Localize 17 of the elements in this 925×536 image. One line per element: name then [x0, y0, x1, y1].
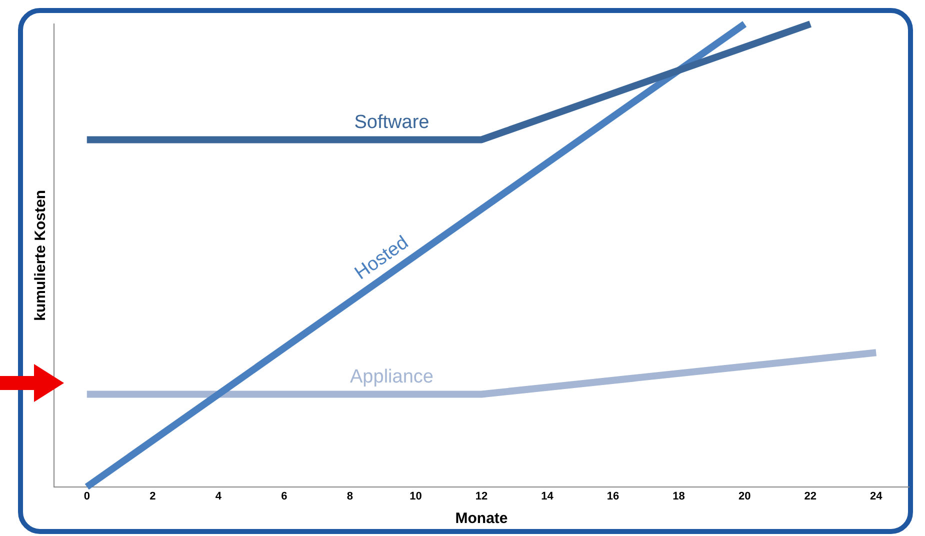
- x-tick-label: 10: [410, 490, 422, 502]
- x-tick-label: 6: [281, 490, 288, 502]
- x-tick-label: 0: [84, 490, 90, 502]
- x-tick-label: 4: [215, 490, 222, 502]
- x-tick-label: 18: [672, 490, 685, 502]
- x-tick-label: 16: [606, 490, 620, 502]
- x-axis-title: Monate: [455, 510, 508, 528]
- x-tick-label: 14: [541, 490, 554, 502]
- x-tick-label: 2: [150, 490, 156, 502]
- x-tick-label: 22: [804, 490, 816, 502]
- series-label: Software: [354, 112, 430, 133]
- x-tick-label: 24: [870, 490, 884, 502]
- x-tick-label: 20: [738, 490, 751, 502]
- x-tick-label: 8: [346, 490, 354, 502]
- series-label: Appliance: [350, 366, 434, 388]
- x-tick-label: 12: [475, 490, 488, 502]
- y-axis-title: kumulierte Kosten: [32, 190, 50, 321]
